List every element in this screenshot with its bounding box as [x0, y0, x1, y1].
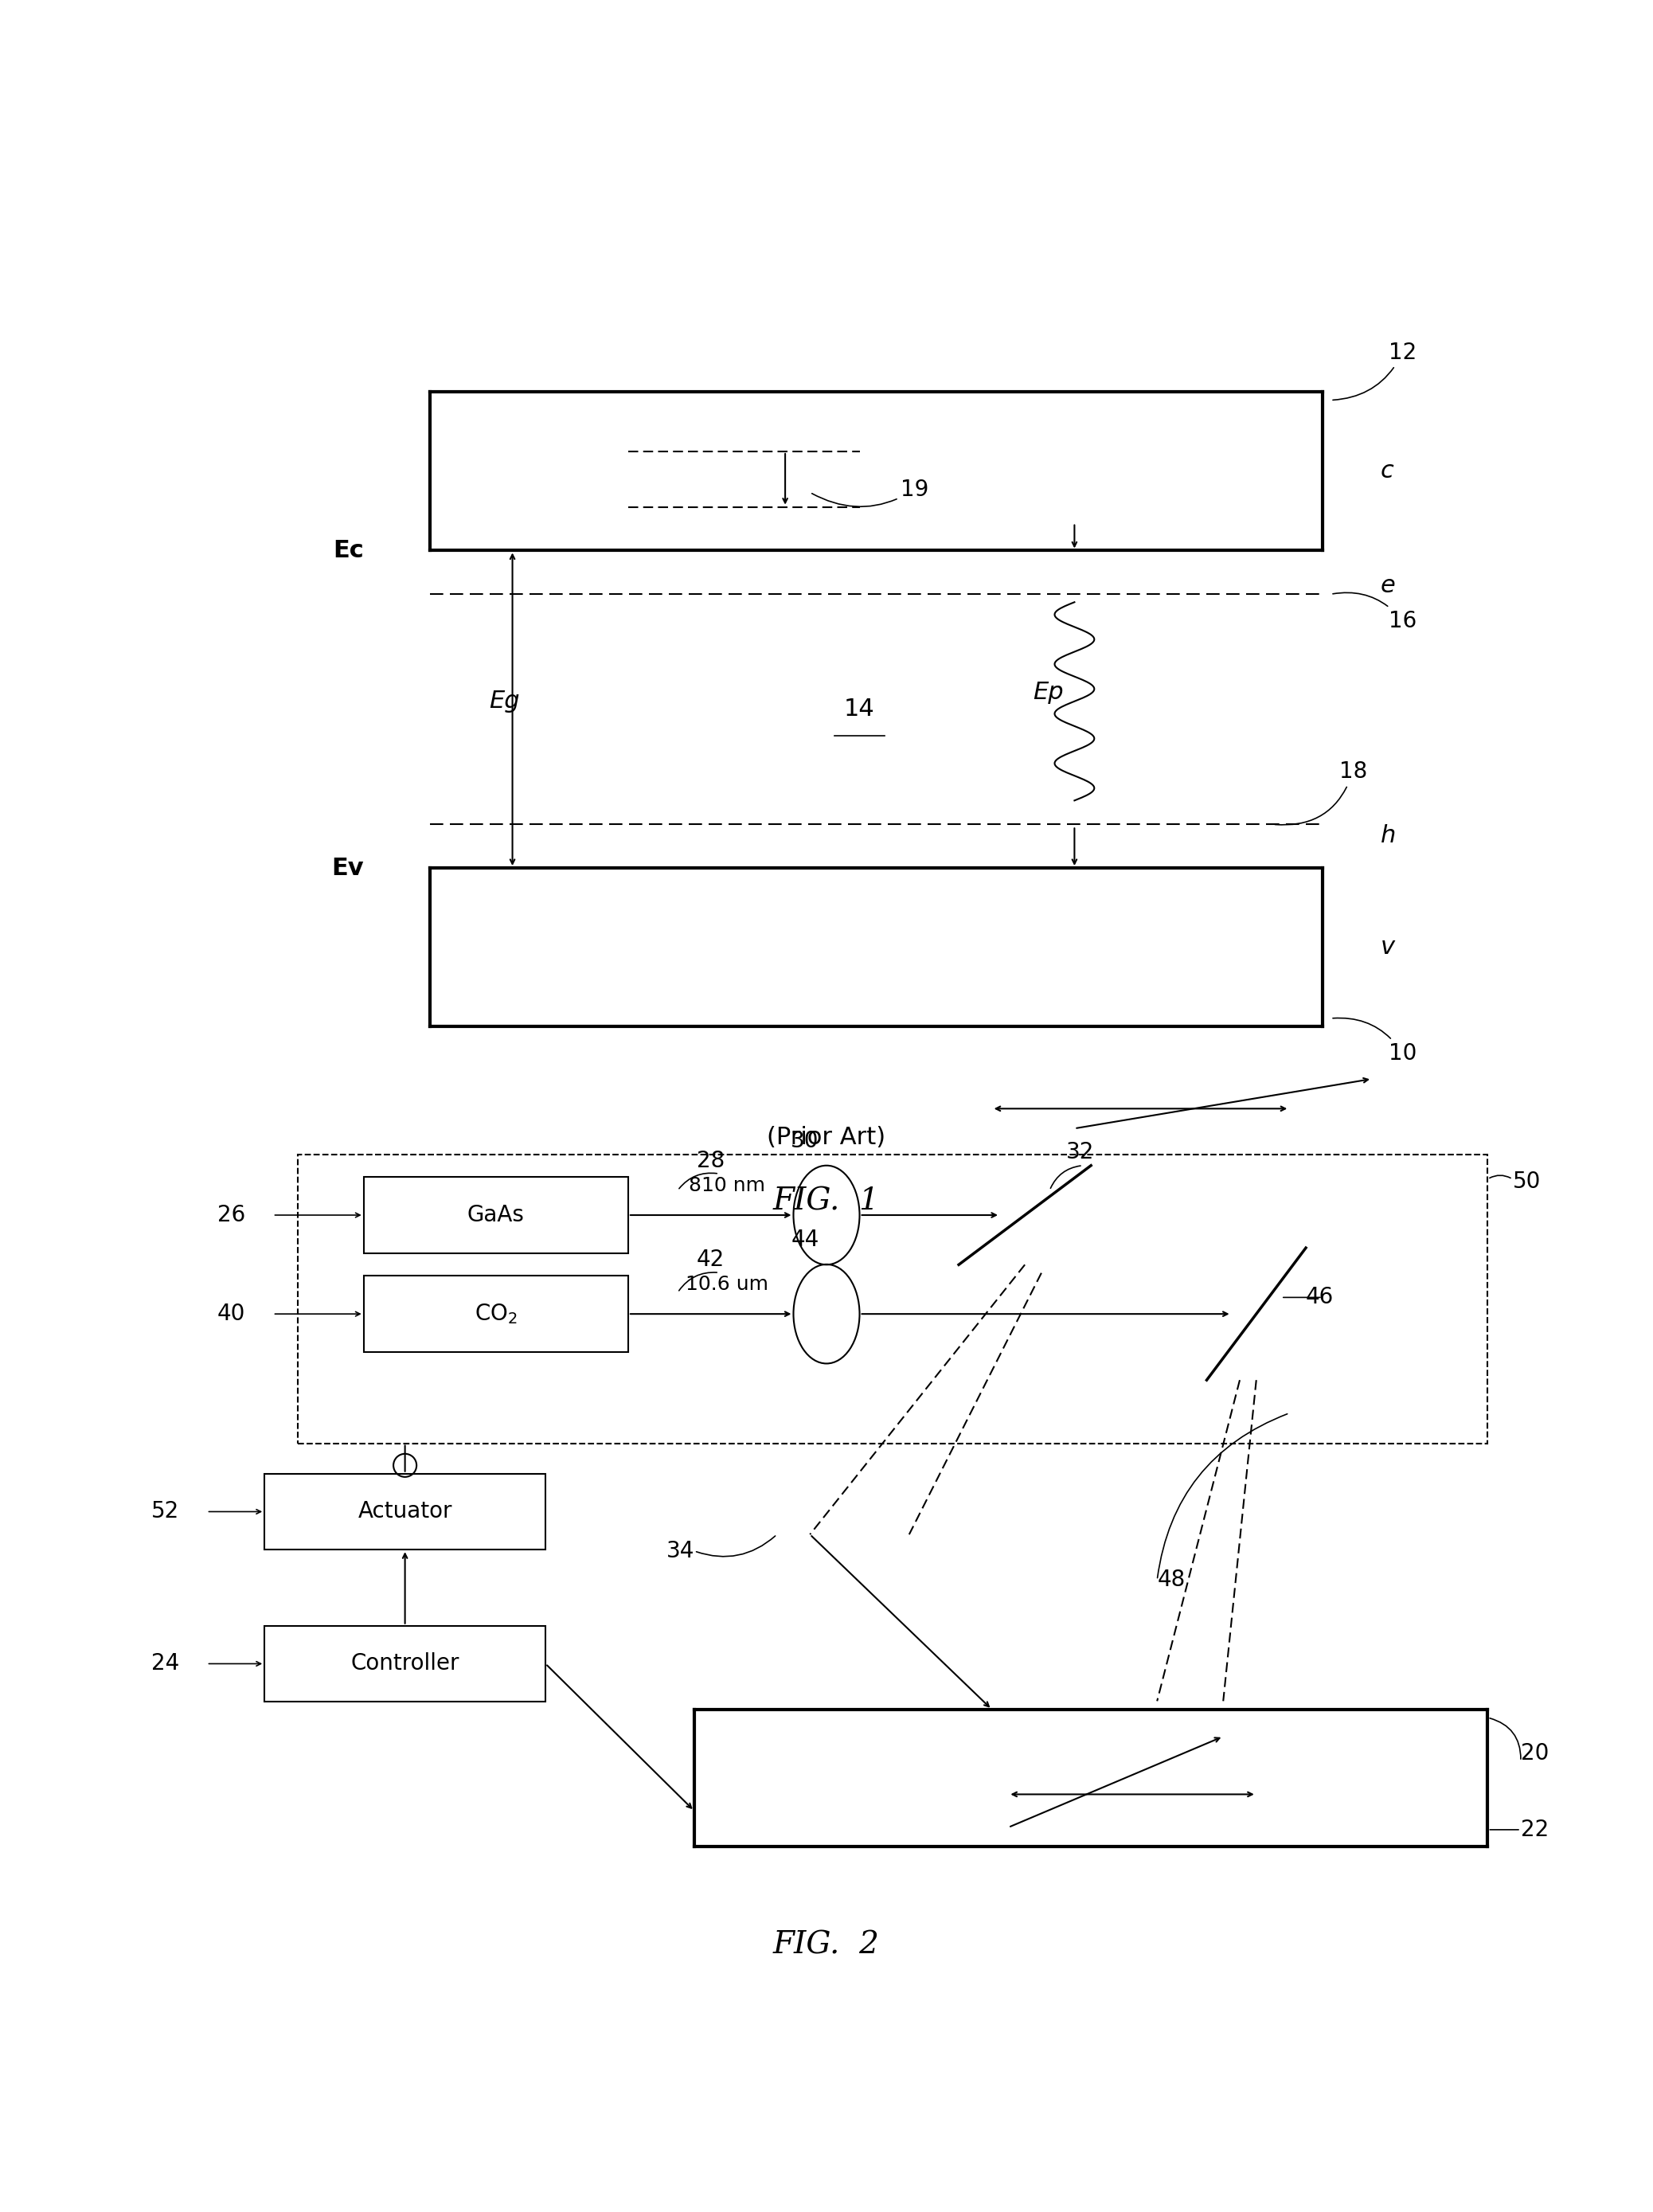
Text: 10: 10 — [1332, 1018, 1417, 1064]
Bar — [364, 1177, 628, 1254]
Text: 10.6 um: 10.6 um — [686, 1274, 769, 1294]
Bar — [364, 1276, 628, 1352]
Text: h: h — [1380, 825, 1395, 847]
Text: 12: 12 — [1332, 341, 1417, 400]
Text: Actuator: Actuator — [357, 1500, 453, 1522]
Text: 18: 18 — [1274, 761, 1367, 825]
Text: Controller: Controller — [350, 1652, 460, 1674]
Text: 40: 40 — [217, 1303, 246, 1325]
Text: 46: 46 — [1306, 1285, 1334, 1310]
Text: 32: 32 — [1066, 1141, 1094, 1164]
Text: 30: 30 — [790, 1130, 820, 1152]
Text: 24: 24 — [152, 1652, 179, 1674]
Bar — [298, 1155, 1488, 1442]
Text: v: v — [1380, 936, 1395, 958]
Text: 28: 28 — [698, 1150, 724, 1172]
Text: (Prior Art): (Prior Art) — [767, 1126, 886, 1150]
Text: 48: 48 — [1157, 1568, 1185, 1590]
Text: Ec: Ec — [332, 540, 364, 562]
Text: 44: 44 — [792, 1228, 818, 1250]
Bar — [264, 1626, 545, 1701]
Text: 16: 16 — [1332, 593, 1417, 633]
Text: FIG.  1: FIG. 1 — [774, 1186, 879, 1217]
Text: Ep: Ep — [1033, 681, 1065, 703]
Text: 34: 34 — [666, 1540, 694, 1562]
Bar — [264, 1473, 545, 1551]
Text: 50: 50 — [1512, 1170, 1541, 1192]
Text: 26: 26 — [218, 1203, 245, 1225]
Text: c: c — [1380, 460, 1393, 482]
Text: 14: 14 — [845, 697, 874, 721]
Text: 42: 42 — [698, 1248, 724, 1270]
Text: 52: 52 — [152, 1500, 179, 1522]
Text: 22: 22 — [1521, 1818, 1549, 1840]
Text: CO$_2$: CO$_2$ — [474, 1303, 517, 1325]
Text: e: e — [1380, 575, 1395, 597]
Text: FIG.  2: FIG. 2 — [774, 1931, 879, 1960]
Text: GaAs: GaAs — [468, 1203, 524, 1225]
Text: 20: 20 — [1521, 1741, 1549, 1765]
Text: Eg: Eg — [489, 690, 519, 712]
Text: Ev: Ev — [331, 856, 364, 880]
Text: 19: 19 — [812, 478, 929, 507]
Text: 810 nm: 810 nm — [689, 1177, 765, 1194]
